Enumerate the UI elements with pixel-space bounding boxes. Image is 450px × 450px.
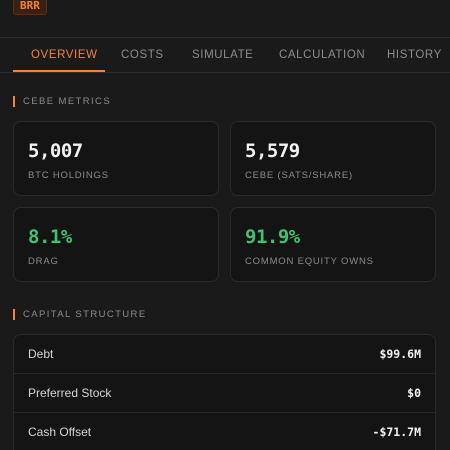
tab-overview[interactable]: OVERVIEW: [31, 49, 98, 61]
tab-simulate[interactable]: SIMULATE: [192, 49, 254, 61]
section-accent-bar: [13, 95, 15, 107]
row-value: -$71.7M: [372, 425, 421, 439]
row-label: Cash Offset: [28, 425, 92, 439]
table-row: Debt $99.6M: [14, 335, 435, 374]
metric-value: 91.9%: [245, 226, 300, 248]
metric-label: CEBE (SATS/SHARE): [245, 170, 353, 181]
tab-calculation[interactable]: CALCULATION: [279, 49, 366, 61]
tab-bar: OVERVIEW COSTS SIMULATE CALCULATION HIST…: [0, 37, 450, 73]
row-value: $0: [407, 386, 421, 400]
metric-label: COMMON EQUITY OWNS: [245, 256, 374, 267]
capital-structure-table: Debt $99.6M Preferred Stock $0 Cash Offs…: [13, 334, 436, 450]
table-row: Preferred Stock $0: [14, 374, 435, 413]
row-label: Preferred Stock: [28, 386, 112, 400]
active-tab-indicator: [13, 70, 105, 72]
row-label: Debt: [28, 347, 54, 361]
tab-history[interactable]: HISTORY: [387, 49, 442, 61]
section-header-capital: CAPITAL STRUCTURE: [13, 308, 147, 320]
section-title: CEBE METRICS: [23, 95, 112, 107]
metric-value: 8.1%: [28, 226, 72, 248]
metric-card-common-equity: 91.9% COMMON EQUITY OWNS: [230, 207, 436, 282]
row-value: $99.6M: [379, 347, 421, 361]
section-title: CAPITAL STRUCTURE: [23, 308, 147, 320]
metric-card-btc-holdings: 5,007 BTC HOLDINGS: [13, 121, 219, 196]
section-header-metrics: CEBE METRICS: [13, 95, 111, 107]
section-accent-bar: [13, 308, 15, 320]
metric-label: BTC HOLDINGS: [28, 170, 109, 181]
metric-value: 5,579: [245, 140, 300, 162]
metric-card-drag: 8.1% DRAG: [13, 207, 219, 282]
ticker-badge: BRR: [13, 0, 47, 15]
table-row: Cash Offset -$71.7M: [14, 413, 435, 450]
tab-costs[interactable]: COSTS: [121, 49, 164, 61]
metric-label: DRAG: [28, 256, 59, 267]
metric-card-cebe: 5,579 CEBE (SATS/SHARE): [230, 121, 436, 196]
metric-value: 5,007: [28, 140, 83, 162]
